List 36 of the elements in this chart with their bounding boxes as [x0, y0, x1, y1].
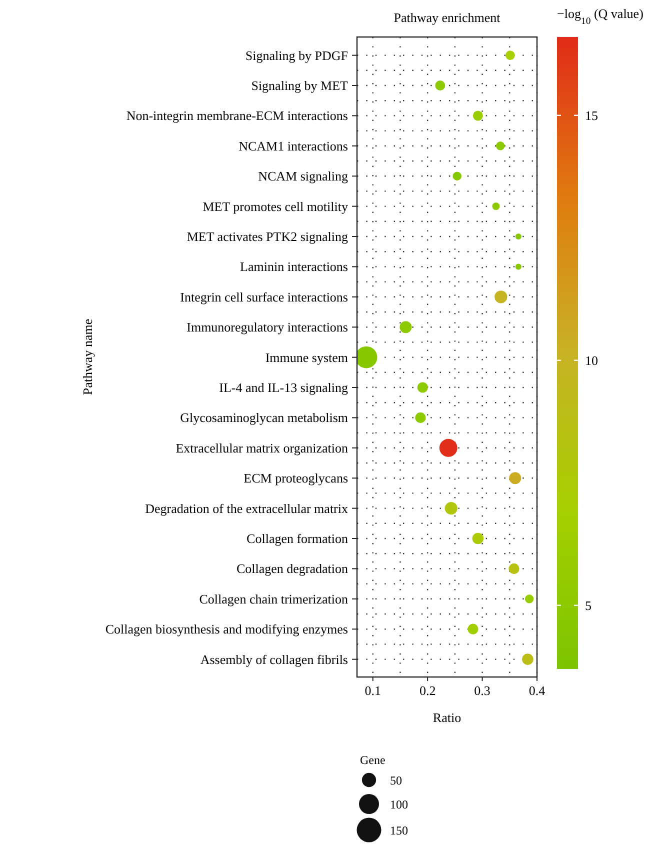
y-tick-label: MET promotes cell motility: [202, 198, 348, 214]
x-tick-label: 0.2: [419, 683, 436, 698]
y-tick-label: Collagen formation: [246, 531, 348, 546]
x-tick-label: 0.3: [474, 683, 490, 698]
y-tick-label: IL-4 and IL-13 signaling: [219, 380, 348, 395]
y-tick-label: NCAM1 interactions: [238, 138, 348, 154]
y-tick-label: Integrin cell surface interactions: [180, 289, 348, 304]
x-tick-label: 0.4: [528, 683, 546, 698]
y-tick-label: Glycosaminoglycan metabolism: [180, 410, 348, 426]
legend-title: Gene: [360, 753, 386, 767]
y-tick-label: Degradation of the extracellular matrix: [145, 500, 348, 516]
y-tick-label: Assembly of collagen fibrils: [200, 652, 348, 667]
color-bar-label: 10: [585, 352, 598, 368]
legend-label: 50: [390, 774, 402, 788]
y-tick-label: Collagen degradation: [236, 561, 348, 576]
x-axis-title: Ratio: [432, 710, 462, 725]
y-tick-label: Immunoregulatory interactions: [186, 320, 348, 335]
y-tick-label: Signaling by PDGF: [245, 48, 348, 63]
y-tick-label: Immune system: [265, 350, 348, 365]
legend-label: 100: [390, 798, 408, 812]
y-tick-label: NCAM signaling: [258, 168, 348, 184]
y-tick-label: Collagen biosynthesis and modifying enzymes: [105, 622, 348, 637]
y-tick-label: MET activates PTK2 signaling: [186, 229, 348, 244]
y-axis-title: Pathway name: [80, 318, 95, 396]
color-bar-label: 5: [585, 598, 592, 613]
color-bar-title: −log$_{10}$ (Q value): [557, 6, 644, 26]
x-tick-label: 0.1: [364, 683, 381, 698]
y-tick-label: ECM proteoglycans: [244, 470, 348, 486]
chart-title: Pathway enrichment: [394, 10, 501, 25]
y-tick-label: Extracellular matrix organization: [176, 440, 348, 456]
y-tick-label: Collagen chain trimerization: [199, 591, 348, 606]
legend-label: 150: [390, 824, 408, 838]
color-bar-label: 15: [585, 108, 598, 123]
y-tick-label: Non-integrin membrane-ECM interactions: [126, 108, 348, 124]
y-tick-label: Signaling by MET: [251, 78, 348, 93]
y-tick-label: Laminin interactions: [240, 259, 348, 274]
